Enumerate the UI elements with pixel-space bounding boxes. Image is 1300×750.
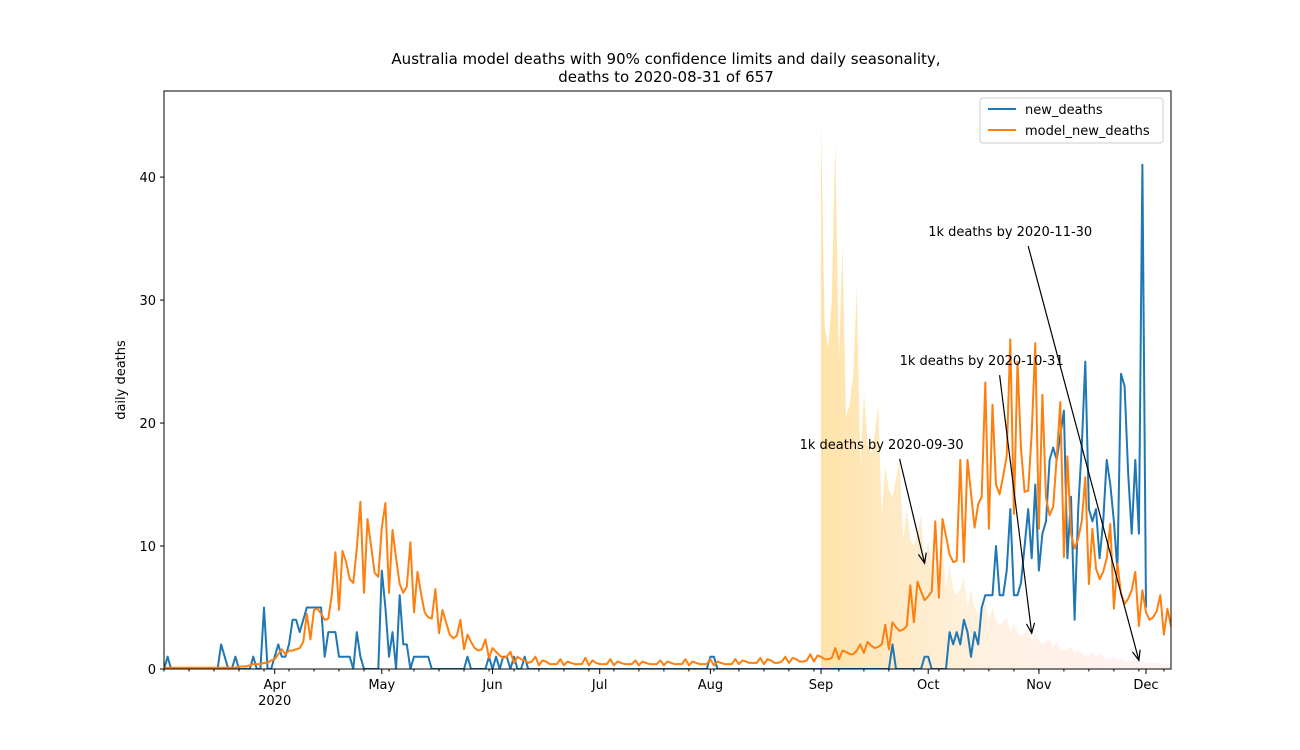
y-tick-label: 0: [148, 663, 156, 678]
chart-title-line2: deaths to 2020-08-31 of 657: [558, 68, 774, 86]
x-tick-label: Jul: [591, 678, 608, 693]
confidence-band-layer: [821, 121, 1171, 669]
annotation-2: 1k deaths by 2020-10-31: [900, 354, 1064, 635]
x-tick-sublabel: 2020: [258, 694, 291, 709]
legend-box: [979, 97, 1164, 144]
y-axis-label: daily deaths: [114, 340, 129, 420]
x-tick-label: Sep: [809, 678, 834, 693]
annotation-1: 1k deaths by 2020-09-30: [800, 438, 964, 565]
annotation-text: 1k deaths by 2020-09-30: [800, 438, 964, 453]
legend-label-new-deaths: new_deaths: [1025, 103, 1103, 118]
series-line-new-deaths: [164, 163, 1147, 669]
annotation-text: 1k deaths by 2020-10-31: [900, 354, 1064, 369]
annotation-arrow: [999, 375, 1033, 634]
x-tick-label: Dec: [1133, 678, 1158, 693]
y-axis-ticks: 0 10 20 30 40: [139, 171, 164, 678]
legend-label-model-new-deaths: model_new_deaths: [1025, 124, 1150, 139]
y-tick-label: 20: [139, 417, 156, 432]
series-layer: [164, 163, 1171, 669]
annotation-arrow: [899, 458, 926, 564]
x-tick-label: May: [368, 678, 395, 693]
annotation-3: 1k deaths by 2020-11-30: [928, 225, 1141, 662]
legend: new_deaths model_new_deaths: [979, 97, 1164, 144]
series-line-model-new-deaths: [164, 338, 1171, 669]
chart-title-line1: Australia model deaths with 90% confiden…: [391, 50, 940, 68]
confidence-band: [821, 121, 1171, 669]
annotation-layer: 1k deaths by 2020-09-30 1k deaths by 2020…: [800, 225, 1141, 662]
annotation-arrowhead: [1131, 649, 1141, 662]
plot-frame: [163, 90, 1172, 670]
annotation-arrowhead: [917, 552, 927, 565]
x-tick-label: Nov: [1026, 678, 1052, 693]
annotation-arrowhead: [1025, 622, 1036, 635]
y-tick-label: 40: [139, 171, 156, 186]
annotation-arrow: [1027, 245, 1140, 661]
x-tick-label: Aug: [698, 678, 723, 693]
x-tick-label: Jun: [481, 678, 502, 693]
x-tick-label: Oct: [917, 678, 939, 693]
y-tick-label: 30: [139, 294, 156, 309]
x-tick-label: Apr: [263, 678, 286, 693]
annotation-text: 1k deaths by 2020-11-30: [928, 225, 1092, 240]
y-tick-label: 10: [139, 540, 156, 555]
